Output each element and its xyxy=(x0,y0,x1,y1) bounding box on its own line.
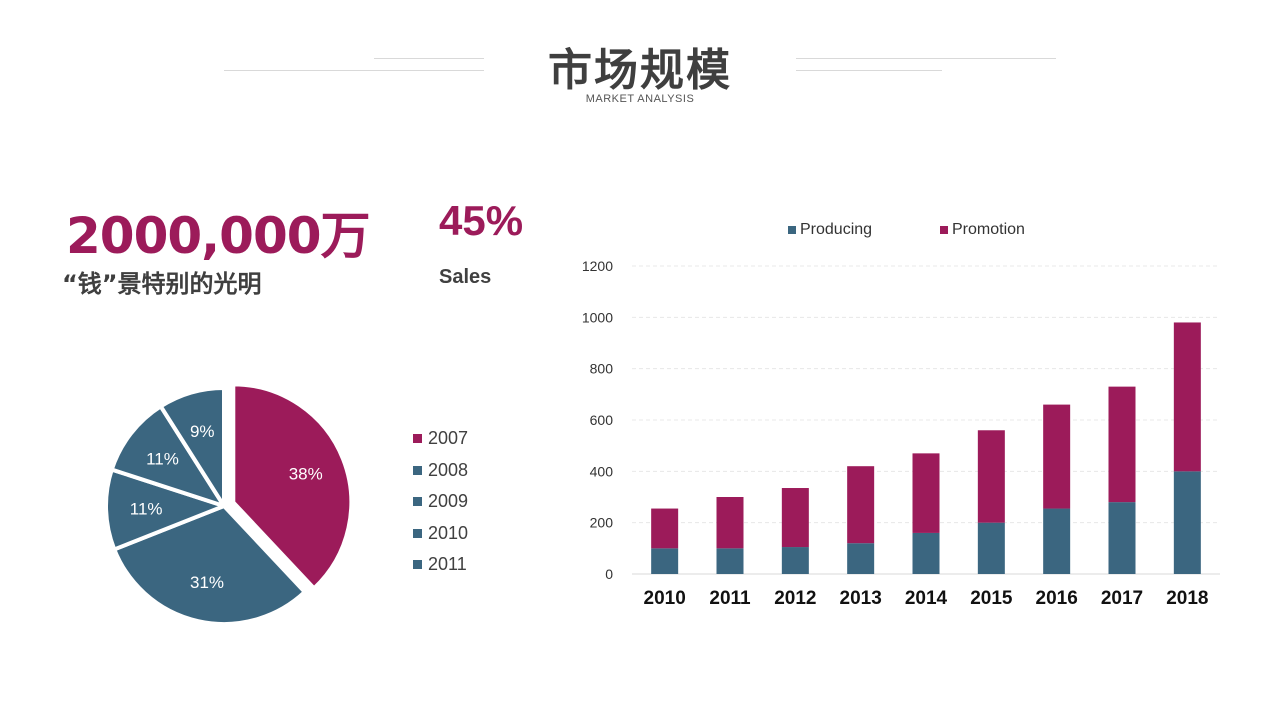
stat-percent: 45% xyxy=(439,197,524,244)
bar-promotion-2018 xyxy=(1173,322,1201,472)
bar-promotion-2015 xyxy=(977,430,1005,523)
pie-slice-label-2: 11% xyxy=(130,499,163,518)
pie-legend-label: 2010 xyxy=(428,522,469,543)
pie-slice-label-3: 11% xyxy=(146,449,179,468)
stat-big-caption: “钱”景特别的光明 xyxy=(62,270,262,298)
x-tick-label-3: 2013 xyxy=(840,588,882,609)
pie-legend-swatch xyxy=(413,465,422,475)
bar-producing-2013 xyxy=(847,543,875,574)
page-title: 市场规模 xyxy=(548,45,732,96)
bar-producing-2015 xyxy=(977,522,1005,574)
bar-legend-label: Producing xyxy=(800,221,873,238)
stat-big-number: 2000,000万 xyxy=(66,207,371,265)
y-tick-label-5: 1000 xyxy=(582,309,613,325)
x-tick-label-7: 2017 xyxy=(1101,588,1143,609)
pie-legend-swatch xyxy=(413,560,422,569)
x-tick-label-2: 2012 xyxy=(774,588,816,609)
bar-promotion-2013 xyxy=(847,466,875,544)
pie-legend-item-2: 2009 xyxy=(413,491,468,512)
bar-promotion-2010 xyxy=(651,508,679,549)
pie-slice-label-1: 31% xyxy=(190,573,224,592)
pie-legend-label: 2008 xyxy=(428,459,469,480)
pie-legend-item-1: 2008 xyxy=(413,460,468,481)
stacked-bar-chart: 0 200 400 600 800 1000 1200 2010 2011 2012 2013 201… xyxy=(582,258,1220,609)
x-tick-label-8: 2018 xyxy=(1166,588,1208,609)
pie-slice-4 xyxy=(158,386,226,508)
header-line-left-bottom xyxy=(224,70,484,71)
header-line-right-bottom xyxy=(796,70,942,71)
bar-promotion-2014 xyxy=(912,453,940,533)
bar-producing-2016 xyxy=(1043,508,1071,574)
pie-slice-1 xyxy=(112,504,307,626)
x-tick-label-6: 2016 xyxy=(1036,588,1078,609)
pie-legend-item-4: 2011 xyxy=(413,554,467,575)
page-subtitle: MARKET ANALYSIS xyxy=(585,93,695,105)
pie-legend-label: 2007 xyxy=(428,428,469,448)
pie-slice-2 xyxy=(104,467,226,552)
pie-legend-swatch xyxy=(413,497,422,506)
bar-legend-swatch xyxy=(940,226,948,234)
y-tick-label-6: 1200 xyxy=(582,258,613,274)
header-line-right-top xyxy=(796,58,1056,59)
pie-legend-swatch xyxy=(413,434,422,443)
bar-producing-2011 xyxy=(716,548,744,574)
pie-legend-label: 2009 xyxy=(428,491,469,511)
bar-promotion-2012 xyxy=(781,488,809,548)
bar-promotion-2017 xyxy=(1108,386,1136,503)
pie-legend-swatch xyxy=(413,528,422,538)
header-line-left-top xyxy=(374,58,484,59)
pie-slice-label-0: 38% xyxy=(289,465,323,484)
y-tick-label-2: 400 xyxy=(590,463,614,479)
pie-legend-item-3: 2010 xyxy=(413,523,468,544)
y-tick-label-0: 0 xyxy=(605,566,613,582)
pie-legend-label: 2011 xyxy=(428,554,467,574)
bar-producing-2010 xyxy=(651,548,679,574)
x-tick-label-0: 2010 xyxy=(644,588,686,609)
pie-legend-item-0: 2007 xyxy=(413,428,468,449)
y-tick-label-4: 800 xyxy=(590,361,614,377)
x-tick-label-5: 2015 xyxy=(970,588,1013,609)
bar-legend-item-producing: Producing xyxy=(788,221,872,239)
pie-slice-label-4: 9% xyxy=(190,422,215,441)
bar-producing-2014 xyxy=(912,532,940,574)
bar-promotion-2016 xyxy=(1043,404,1071,509)
bar-producing-2018 xyxy=(1173,471,1201,574)
bar-legend-item-promotion: Promotion xyxy=(940,221,1025,239)
bar-producing-2017 xyxy=(1108,502,1136,574)
x-tick-label-4: 2014 xyxy=(905,588,948,609)
stat-percent-caption: Sales xyxy=(439,266,492,288)
y-tick-label-3: 600 xyxy=(590,412,614,428)
bar-producing-2012 xyxy=(781,547,809,574)
y-tick-label-1: 200 xyxy=(590,515,614,531)
pie-slice-0 xyxy=(231,382,354,591)
bar-legend-label: Promotion xyxy=(952,221,1025,238)
bar-promotion-2011 xyxy=(716,497,744,549)
pie-slice-3 xyxy=(109,404,226,508)
bar-legend-swatch xyxy=(788,226,796,234)
x-tick-label-1: 2011 xyxy=(709,588,751,609)
